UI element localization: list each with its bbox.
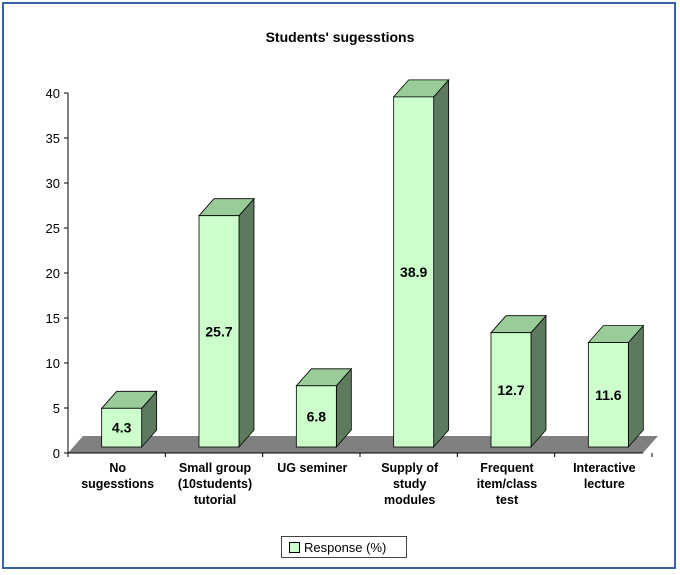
data-label: 12.7 (497, 382, 524, 398)
bar (490, 332, 532, 448)
x-tick-label: tutorial (194, 493, 236, 507)
bar (393, 96, 435, 448)
bar (198, 215, 240, 448)
bar (295, 385, 337, 448)
x-tick-label: No (109, 461, 126, 475)
y-tick-label: 20 (46, 266, 60, 281)
y-tick-label: 40 (46, 86, 60, 101)
legend-label: Response (%) (304, 539, 387, 555)
x-tick-label: lecture (584, 477, 625, 491)
bar-side (238, 197, 255, 449)
data-label: 38.9 (400, 264, 427, 280)
y-tick-label: 0 (53, 446, 60, 461)
x-tick-label: Frequent (480, 461, 534, 475)
y-tick-label: 10 (46, 356, 60, 371)
bar-side (530, 314, 547, 449)
data-label: 6.8 (307, 408, 327, 424)
x-tick-label: UG seminer (277, 461, 347, 475)
chart-floor (68, 436, 658, 453)
y-tick-label: 15 (46, 311, 60, 326)
chart-title: Students' sugesstions (266, 29, 415, 45)
bar (587, 342, 629, 448)
bar (101, 407, 143, 448)
x-tick-label: sugesstions (81, 477, 154, 491)
data-label: 11.6 (595, 387, 622, 403)
bar-side (627, 324, 644, 449)
x-tick-label: Interactive (573, 461, 636, 475)
x-tick-label: (10students) (178, 477, 252, 491)
x-tick-label: modules (384, 493, 435, 507)
data-label: 4.3 (112, 420, 132, 436)
x-tick-label: Small group (179, 461, 252, 475)
y-tick-label: 25 (46, 221, 60, 236)
x-tick-label: Supply of (381, 461, 439, 475)
legend-swatch (289, 541, 300, 553)
bar-side (433, 78, 450, 449)
y-tick-label: 30 (46, 176, 60, 191)
x-tick-label: test (496, 493, 519, 507)
chart-legend: Response (%) (281, 536, 407, 558)
chart-frame (2, 2, 676, 569)
y-tick-label: 35 (46, 131, 60, 146)
x-tick-label: study (393, 477, 426, 491)
x-tick-label: item/class (477, 477, 538, 491)
y-tick-label: 5 (53, 401, 60, 416)
data-label: 25.7 (205, 323, 232, 339)
